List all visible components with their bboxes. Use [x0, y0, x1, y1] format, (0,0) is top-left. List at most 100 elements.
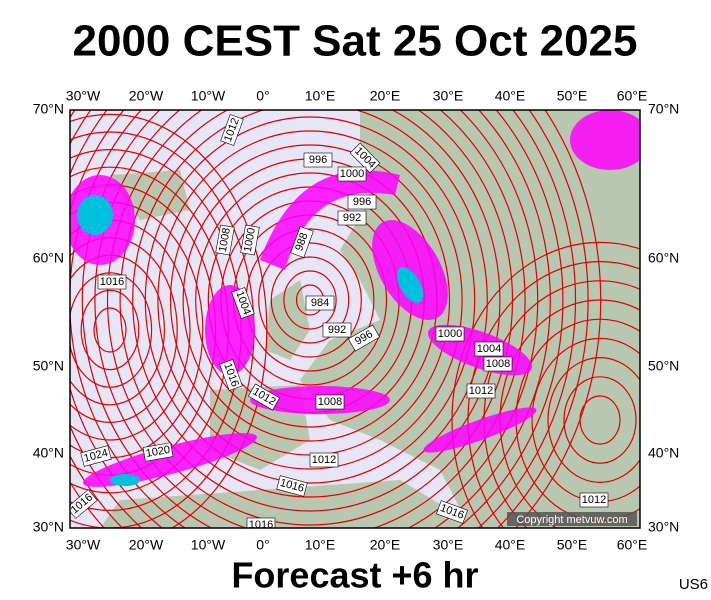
copyright-box — [507, 512, 637, 526]
isobar-label-text: 1000 — [340, 168, 364, 180]
isobar-label: 1016 — [97, 274, 127, 290]
lon-label-top: 10°W — [191, 88, 226, 104]
isobar-label-box — [483, 356, 513, 372]
lon-label-bottom: 10°W — [191, 537, 226, 553]
isobar-label-box — [215, 224, 235, 256]
isobar-label: 1012 — [309, 452, 339, 468]
land-britain — [265, 280, 310, 360]
isobar-label: 1000 — [240, 224, 260, 256]
isobar-label-text: 996 — [353, 196, 371, 208]
isobar — [106, 110, 514, 526]
isobar-label-box — [347, 194, 377, 210]
forecast-label: Forecast +6 hr — [231, 555, 478, 596]
lat-label-left: 30°N — [33, 519, 64, 535]
isobar-label-box — [579, 492, 609, 508]
isobar-label: 1004 — [231, 287, 255, 319]
isobar-label: 1008 — [483, 356, 513, 372]
isobar-label-box — [70, 489, 98, 519]
isobar-label-text: 1016 — [249, 519, 273, 531]
isobar-label-text: 984 — [311, 297, 329, 309]
isobar — [157, 130, 463, 470]
lon-label-top: 60°E — [617, 88, 648, 104]
isobar — [132, 110, 488, 498]
isobar-label-text: 1020 — [145, 444, 171, 460]
isobar — [547, 357, 640, 483]
copyright: Copyright metvuw.com — [516, 514, 627, 526]
isobar — [283, 270, 337, 330]
land-europe — [300, 110, 640, 528]
isobar-label: 996 — [303, 152, 333, 168]
lon-label-top: 30°W — [66, 88, 101, 104]
lon-label-bottom: 30°E — [433, 537, 464, 553]
lon-label-bottom: 20°E — [370, 537, 401, 553]
lon-label-bottom: 0° — [256, 537, 269, 553]
lon-label-bottom: 40°E — [495, 537, 526, 553]
isobar-label: 1016 — [276, 475, 308, 497]
isobar — [563, 376, 637, 464]
isobar — [93, 307, 127, 353]
isobar — [70, 110, 589, 528]
lon-label-top: 20°E — [370, 88, 401, 104]
isobar-label: 1016 — [246, 517, 276, 531]
isobar — [270, 256, 350, 344]
lon-label-top: 20°W — [129, 88, 164, 104]
isobar-label-text: 988 — [293, 231, 311, 252]
heavy-precipitation — [77, 195, 424, 486]
isobar-label-box — [349, 142, 381, 174]
land-africa — [100, 480, 480, 528]
isobar-label-box — [246, 517, 276, 528]
lat-label-right: 40°N — [648, 445, 679, 461]
isobar — [70, 110, 564, 528]
lat-label-right: 30°N — [648, 519, 679, 535]
isobar-label: 1008 — [315, 394, 345, 410]
isobar-label: 1004 — [474, 341, 504, 357]
isobar-label-box — [474, 341, 504, 357]
isobar-label-box — [276, 475, 308, 497]
isobar-label-box — [97, 274, 127, 290]
isobar-label: 1012 — [579, 492, 609, 508]
isobar-label-box — [247, 383, 281, 411]
isobar-label-box — [305, 295, 335, 311]
isobar-label-text: 1008 — [217, 227, 233, 253]
isobar-label-text: 996 — [309, 154, 327, 166]
isobar-label-box — [466, 383, 496, 399]
isobar-label: 1016 — [219, 359, 243, 391]
isobar-label-text: 1008 — [486, 358, 510, 370]
isobar — [70, 110, 551, 528]
lon-label-bottom: 60°E — [617, 537, 648, 553]
isobar-labels: 1012 996 1004 1000 996 992 1008 1000 988 1016 1004… — [70, 114, 609, 531]
isobar — [70, 110, 577, 528]
isobar-label: 992 — [337, 210, 367, 226]
lon-label-bottom: 30°W — [66, 537, 101, 553]
isobar-label-text: 1008 — [318, 396, 342, 408]
lon-label-top: 30°E — [433, 88, 464, 104]
isobar-label: 1012 — [466, 383, 496, 399]
isobar-label: 1024 — [80, 445, 112, 467]
lon-label-bottom: 50°E — [557, 537, 588, 553]
isobar-label-box — [315, 394, 345, 410]
lon-label-bottom: 20°W — [129, 537, 164, 553]
isobar-label-box — [142, 442, 174, 462]
lat-label-left: 60°N — [33, 250, 64, 266]
lon-label-top: 0° — [256, 88, 269, 104]
isobar-label-box — [347, 324, 381, 352]
isobar-label-text: 1012 — [582, 494, 606, 506]
chart-code: US6 — [679, 576, 708, 593]
lat-label-left: 70°N — [33, 101, 64, 117]
map-frame — [69, 109, 641, 529]
lon-label-top: 40°E — [495, 88, 526, 104]
lat-label-right: 50°N — [648, 358, 679, 374]
isobar — [258, 242, 362, 358]
isobar — [81, 110, 539, 528]
isobar-label-text: 1004 — [477, 343, 501, 355]
isobar-label-box — [231, 287, 255, 319]
isobar-label: 996 — [347, 324, 381, 352]
isobar-label-box — [435, 326, 465, 342]
isobar-label: 1000 — [337, 166, 367, 182]
lat-label-left: 50°N — [33, 358, 64, 374]
isobar-label-text: 1016 — [100, 276, 124, 288]
lon-label-bottom: 10°E — [305, 537, 336, 553]
isobar — [70, 113, 268, 528]
isobar-label-text: 992 — [343, 212, 361, 224]
